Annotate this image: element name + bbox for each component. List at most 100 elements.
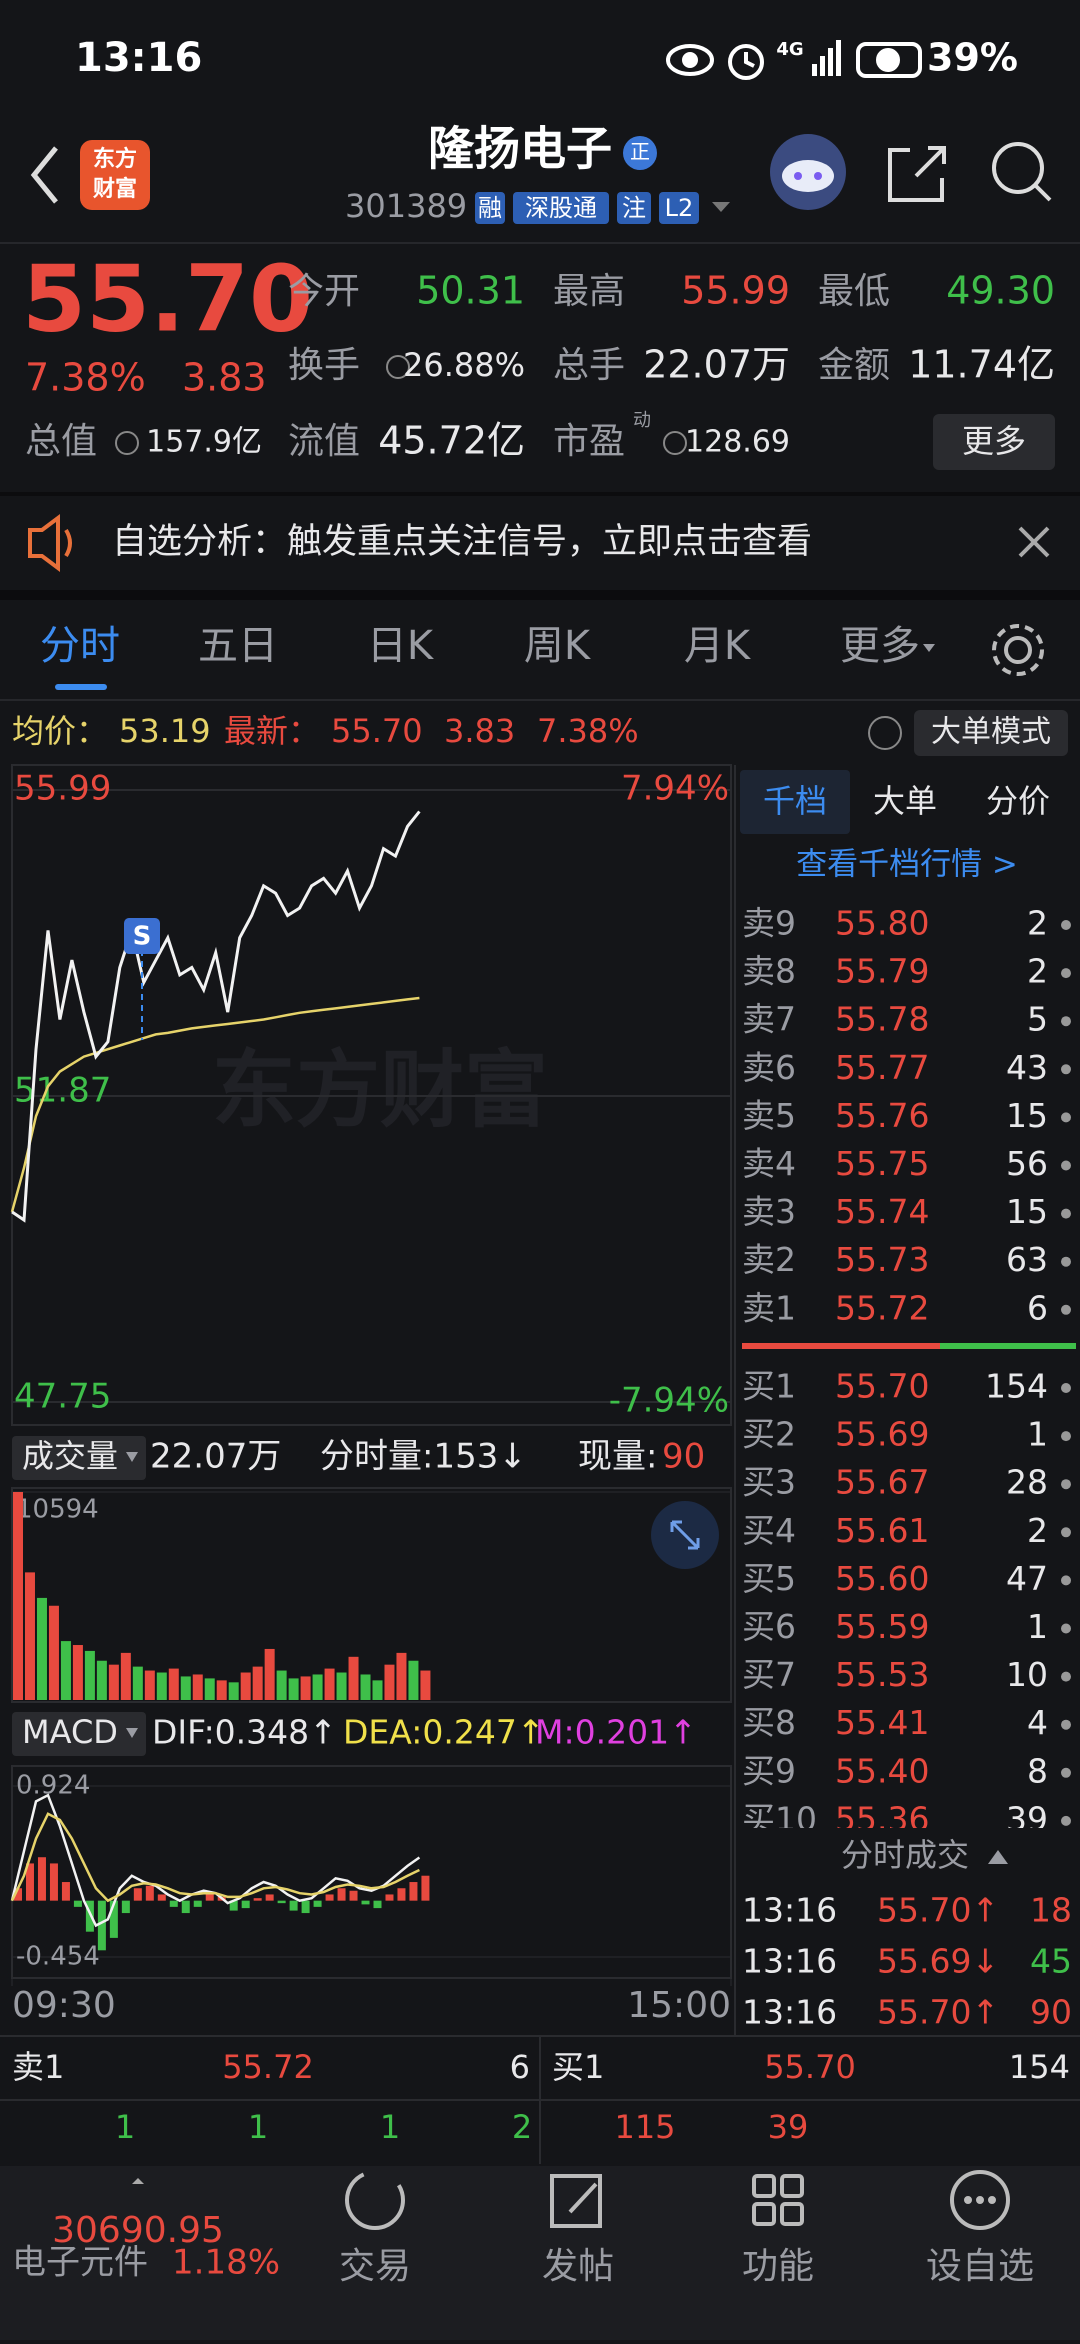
book-link[interactable]: 查看千档行情 >: [796, 847, 1018, 883]
help-icon[interactable]: [868, 716, 902, 750]
more-button-text[interactable]: 更多: [962, 422, 1026, 460]
field-label: 流值: [288, 421, 360, 462]
tab[interactable]: 周K: [524, 623, 592, 669]
book-dot: [1061, 1767, 1071, 1778]
status-icons: [666, 42, 922, 80]
change-amount: 3.83: [182, 356, 267, 400]
field-value: 157.9亿: [146, 425, 262, 460]
index-value[interactable]: 30690.95: [52, 2210, 224, 2251]
volume-bar: [408, 1660, 419, 1700]
macd-bar: [25, 1863, 34, 1901]
share-icon[interactable]: [888, 146, 946, 202]
trades-title[interactable]: 分时成交: [841, 1836, 969, 1874]
volume-bar: [48, 1605, 59, 1700]
app-logo[interactable]: [80, 140, 150, 210]
tab[interactable]: 更多: [840, 623, 920, 669]
more-button[interactable]: [933, 414, 1055, 470]
field-note: 动: [633, 410, 651, 431]
stock-code: 301389: [345, 187, 467, 225]
book-dot: [1061, 1575, 1071, 1586]
macd-bar: [205, 1894, 214, 1901]
speaker-icon: [28, 514, 72, 572]
search-icon[interactable]: [992, 142, 1052, 202]
assistant-icon[interactable]: [770, 134, 846, 210]
macd-bar: [409, 1882, 418, 1901]
divider: [0, 590, 1080, 600]
bid-ratio: [940, 1343, 1076, 1349]
settings-icon[interactable]: [992, 624, 1044, 676]
tab[interactable]: 五日: [198, 623, 278, 669]
book-price: 55.74: [835, 1192, 929, 1231]
volume-bar: [336, 1672, 347, 1700]
book-level: 买8: [742, 1703, 796, 1742]
alert-text[interactable]: 自选分析：触发重点关注信号，立即点击查看: [112, 522, 812, 562]
info-icon[interactable]: [663, 431, 687, 455]
tab[interactable]: 日K: [367, 623, 435, 669]
book-dot: [1061, 1256, 1071, 1267]
index-name[interactable]: 电子元件: [12, 2243, 148, 2283]
book-level: 卖8: [742, 952, 796, 991]
close-button[interactable]: [1018, 526, 1050, 558]
field-label: 市盈: [553, 421, 625, 462]
index-change[interactable]: 1.18%: [172, 2243, 280, 2283]
volume-frame: [11, 1487, 732, 1703]
book-dot: [1061, 1016, 1071, 1027]
book-tab-active: [740, 770, 850, 834]
stock-tag: [617, 192, 651, 224]
macd-bar: [373, 1900, 382, 1909]
bid-queue: 115: [614, 2108, 675, 2146]
volume-bar: [13, 1492, 23, 1700]
book-level: 卖9: [742, 904, 796, 943]
logo-text: 财富: [93, 176, 137, 202]
index-arrow: [132, 2178, 144, 2184]
trade-time: 13:16: [742, 1993, 837, 2032]
macd-bar: [385, 1894, 394, 1901]
indicator-selector[interactable]: [12, 1712, 146, 1756]
trade-volume: 90: [1030, 1993, 1072, 2032]
field-label: 总值: [25, 421, 97, 462]
nav-item[interactable]: 交易: [339, 2246, 411, 2287]
book-volume: 154: [985, 1367, 1048, 1406]
volume-bar: [348, 1656, 359, 1700]
nav-item[interactable]: 发帖: [542, 2246, 614, 2287]
info-icon[interactable]: [386, 355, 410, 379]
book-level: 卖7: [742, 1000, 796, 1039]
stock-tag: [475, 192, 505, 224]
book-dot: [1061, 1719, 1071, 1730]
back-button[interactable]: [30, 146, 58, 204]
y-tick-label: -0.454: [16, 1942, 100, 1972]
volume-bar: [144, 1670, 155, 1700]
volume-bar: [360, 1674, 371, 1700]
macd-bar: [121, 1900, 130, 1914]
mode-button[interactable]: [914, 710, 1068, 756]
field-label: 换手: [288, 345, 360, 386]
volume-bar: [324, 1668, 335, 1700]
volume-selector[interactable]: [12, 1436, 146, 1480]
x-tick-label: 09:30: [12, 1985, 116, 2026]
book-tab[interactable]: 千档: [763, 782, 827, 820]
tab[interactable]: 分时: [40, 623, 120, 669]
nav-item[interactable]: 设自选: [926, 2246, 1034, 2287]
divider: [0, 492, 1080, 496]
book-tab[interactable]: 分价: [986, 782, 1050, 820]
macd-frame: [11, 1765, 732, 1979]
field-value: 11.74亿: [908, 343, 1055, 387]
book-tab[interactable]: 大单: [873, 782, 937, 820]
y-tick-label: 55.99: [14, 769, 111, 809]
volume-bar: [192, 1674, 203, 1700]
info-icon[interactable]: [115, 431, 139, 455]
mode-button-text[interactable]: 大单模式: [931, 715, 1051, 750]
tab[interactable]: 月K: [684, 623, 752, 669]
macd-bar: [145, 1885, 154, 1901]
macd-label[interactable]: MACD: [22, 1713, 118, 1751]
book-volume: 4: [1027, 1703, 1048, 1742]
dropdown[interactable]: [712, 202, 730, 212]
volume-bar: [240, 1672, 251, 1700]
macd-bar: [229, 1900, 238, 1911]
macd-bar: [361, 1900, 370, 1905]
nav-item[interactable]: 功能: [742, 2246, 814, 2287]
y-tick-label: 0.924: [16, 1771, 90, 1801]
m-value: M:0.201↑: [535, 1713, 697, 1752]
volume-label[interactable]: 成交量: [22, 1437, 118, 1475]
